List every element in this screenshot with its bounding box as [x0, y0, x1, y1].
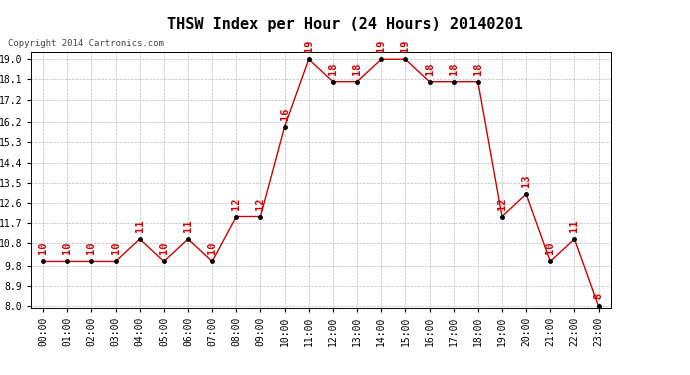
Text: 12: 12: [231, 197, 241, 210]
Text: THSW Index per Hour (24 Hours) 20140201: THSW Index per Hour (24 Hours) 20140201: [167, 17, 523, 32]
Text: 8: 8: [593, 293, 604, 299]
Text: 13: 13: [521, 175, 531, 187]
Text: 10: 10: [38, 242, 48, 255]
Text: 10: 10: [207, 242, 217, 255]
Text: 19: 19: [376, 40, 386, 52]
Text: 18: 18: [424, 62, 435, 75]
Text: 18: 18: [352, 62, 362, 75]
Text: Copyright 2014 Cartronics.com: Copyright 2014 Cartronics.com: [8, 39, 164, 48]
Text: THSW  (°F): THSW (°F): [578, 35, 640, 45]
Text: 18: 18: [448, 62, 459, 75]
Text: 16: 16: [279, 107, 290, 120]
Text: 19: 19: [304, 40, 314, 52]
Text: 12: 12: [255, 197, 266, 210]
Text: 11: 11: [569, 219, 580, 232]
Text: 11: 11: [135, 219, 145, 232]
Text: 10: 10: [159, 242, 169, 255]
Text: 10: 10: [545, 242, 555, 255]
Text: 11: 11: [183, 219, 193, 232]
Text: 10: 10: [62, 242, 72, 255]
Text: 10: 10: [86, 242, 97, 255]
Text: 18: 18: [328, 62, 338, 75]
Text: 10: 10: [110, 242, 121, 255]
Text: 18: 18: [473, 62, 483, 75]
Text: 12: 12: [497, 197, 507, 210]
Text: 19: 19: [400, 40, 411, 52]
